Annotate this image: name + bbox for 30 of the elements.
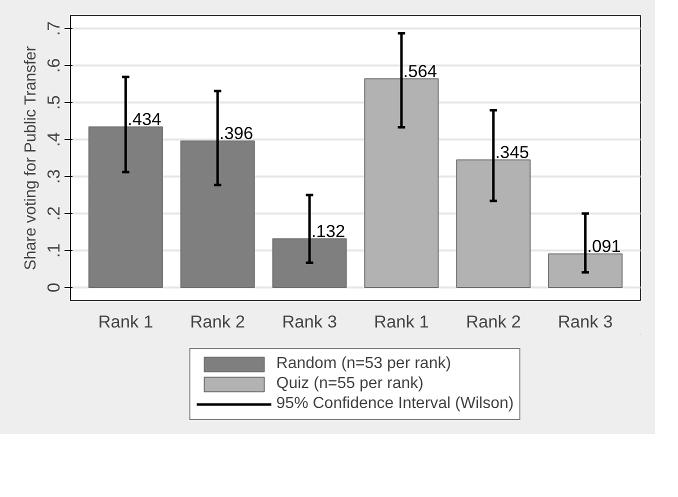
x-tick-label: Rank 1: [374, 312, 429, 332]
bar: [88, 126, 163, 288]
y-tick-label: .4: [44, 132, 64, 147]
data-label: .091: [587, 236, 621, 256]
x-tick-label: Rank 3: [282, 312, 337, 332]
bar: [364, 78, 439, 288]
legend-label: Random (n=53 per rank): [276, 355, 452, 373]
x-tick-label: Rank 2: [190, 312, 246, 332]
bar: [180, 140, 255, 288]
text: 95% Confidence Interval (Wilson): [276, 395, 514, 413]
bar: [548, 253, 623, 288]
data-label: .345: [495, 142, 529, 162]
data-label: .396: [219, 123, 254, 144]
y-tick-label: .3: [44, 169, 64, 184]
y-tick-label: .6: [44, 58, 64, 73]
legend-label: Quiz (n=55 per rank): [276, 375, 424, 393]
y-tick-label: .1: [44, 243, 64, 258]
data-label: .434: [128, 109, 162, 130]
y-tick-label: .7: [44, 21, 64, 36]
y-tick-label: .5: [44, 95, 64, 110]
data-label: .132: [311, 220, 346, 241]
x-tick-label: Rank 3: [558, 312, 613, 332]
y-axis-title: Share voting for Public Transfer: [22, 45, 40, 270]
data-label: .564: [403, 60, 438, 81]
x-tick-label: Rank 2: [466, 312, 521, 332]
y-tick-label: .2: [44, 206, 64, 221]
bar: [272, 238, 347, 288]
y-tick-label: 0: [44, 282, 64, 292]
bar: [456, 159, 531, 288]
x-tick-label: Rank 1: [98, 312, 154, 332]
